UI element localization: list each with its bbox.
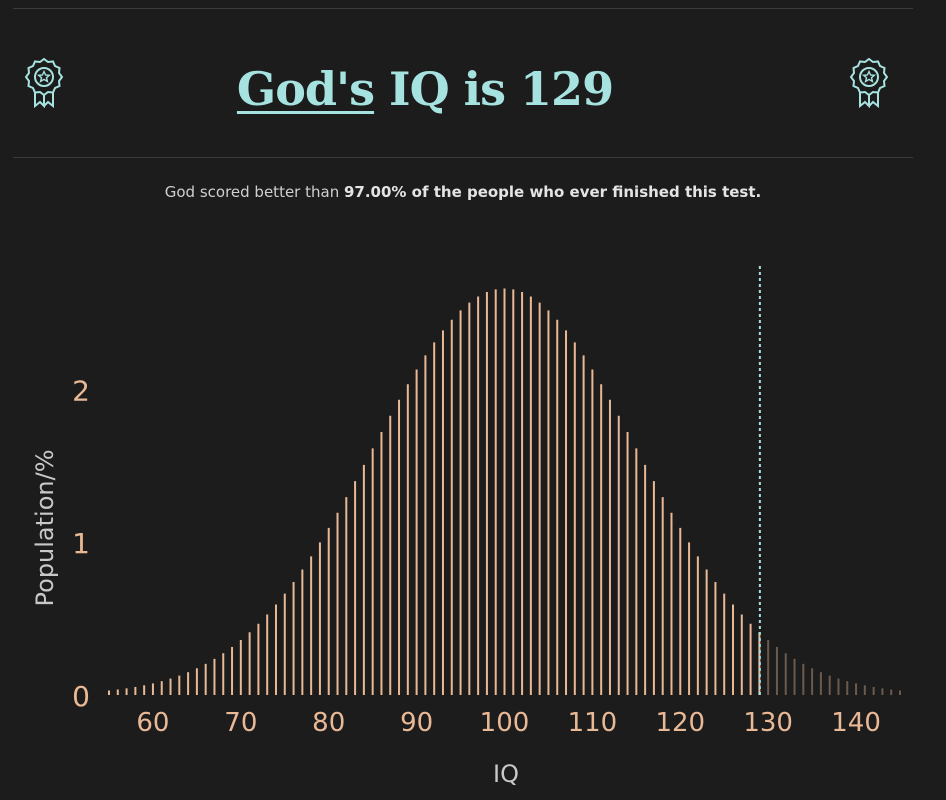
x-axis-ticks: 60 70 80 90 100 110 120 130 140 <box>136 708 880 738</box>
chart-bars <box>108 288 901 695</box>
x-tick-label: 100 <box>480 708 530 738</box>
header-divider <box>13 157 913 158</box>
y-tick-label: 1 <box>72 527 90 560</box>
x-tick-label: 80 <box>312 708 345 738</box>
y-axis-ticks: 0 1 2 <box>72 374 90 713</box>
x-tick-label: 90 <box>400 708 433 738</box>
summary-prefix: God scored better than <box>164 183 344 201</box>
y-tick-label: 0 <box>72 680 90 713</box>
y-tick-label: 2 <box>72 374 90 407</box>
x-tick-label: 60 <box>136 708 169 738</box>
score-summary: God scored better than 97.00% of the peo… <box>0 183 926 201</box>
page-title: God's IQ is 129 <box>0 60 850 118</box>
x-tick-label: 70 <box>224 708 257 738</box>
award-ribbon-icon <box>849 57 889 108</box>
title-rest: IQ is 129 <box>374 62 614 116</box>
award-ribbon-icon <box>24 57 64 108</box>
x-tick-label: 110 <box>568 708 618 738</box>
y-axis-label: Population/% <box>31 450 59 607</box>
x-tick-label: 130 <box>743 708 793 738</box>
top-divider <box>13 8 913 9</box>
name-link[interactable]: God's <box>236 62 375 116</box>
x-tick-label: 140 <box>831 708 881 738</box>
x-tick-label: 120 <box>655 708 705 738</box>
x-axis-label: IQ <box>493 760 519 788</box>
summary-percentile: 97.00% of the people who ever finished t… <box>343 183 762 201</box>
